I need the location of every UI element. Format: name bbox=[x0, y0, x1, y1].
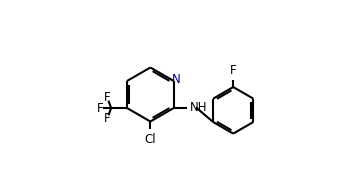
Text: F: F bbox=[104, 112, 111, 125]
Text: Cl: Cl bbox=[145, 133, 156, 146]
Text: F: F bbox=[104, 91, 111, 104]
Text: N: N bbox=[172, 73, 180, 86]
Text: NH: NH bbox=[190, 101, 207, 114]
Text: F: F bbox=[230, 64, 237, 77]
Text: F: F bbox=[97, 101, 103, 115]
